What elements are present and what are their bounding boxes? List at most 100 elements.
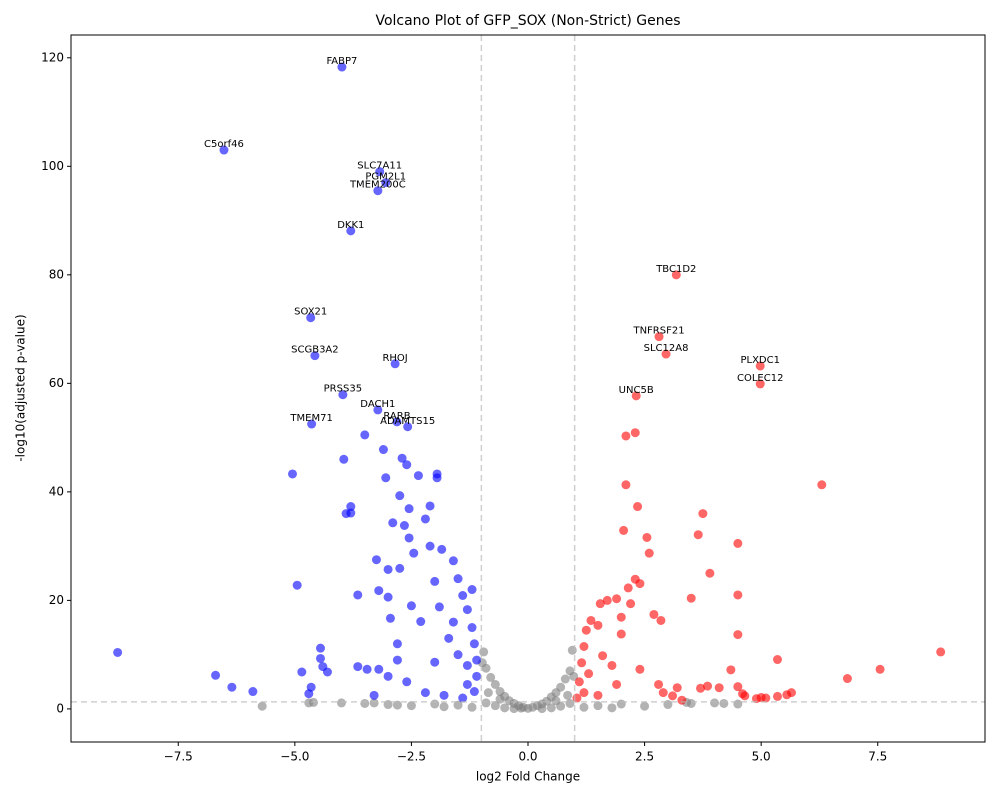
point [432, 473, 442, 483]
point [219, 145, 229, 155]
point [563, 690, 573, 700]
y-tick-label: 20 [49, 593, 64, 607]
point [310, 351, 320, 361]
point [113, 647, 123, 657]
point [714, 683, 724, 693]
x-tick-label: 0.0 [518, 750, 537, 764]
point [409, 548, 419, 558]
point [369, 690, 379, 700]
y-tick-label: 120 [41, 50, 64, 64]
point [403, 422, 413, 432]
point [612, 679, 622, 689]
point [392, 655, 402, 665]
point [579, 702, 589, 712]
point [336, 698, 346, 708]
point [462, 605, 472, 615]
gene-label: ADAMTS15 [380, 416, 435, 427]
point [395, 491, 405, 501]
point [406, 601, 416, 611]
point [642, 532, 652, 542]
point [593, 620, 603, 630]
point [404, 504, 414, 514]
point [551, 696, 561, 706]
point [362, 664, 372, 674]
gene-label: FABP7 [326, 56, 357, 67]
gene-label: PLXDC1 [740, 355, 780, 366]
point [703, 681, 713, 691]
point [469, 639, 479, 649]
point [696, 683, 706, 693]
point [307, 419, 317, 429]
point [392, 700, 402, 710]
gene-label: SCGB3A2 [291, 345, 339, 356]
point [458, 590, 468, 600]
point [373, 186, 383, 196]
point [656, 615, 666, 625]
x-tick-label: 7.5 [868, 750, 887, 764]
point [671, 270, 681, 280]
point [373, 405, 383, 415]
point [306, 313, 316, 323]
point [574, 677, 584, 687]
point [658, 688, 668, 698]
point [227, 682, 237, 692]
point [755, 379, 765, 389]
point [385, 613, 395, 623]
point [598, 651, 608, 661]
point [644, 548, 654, 558]
gene-label: UNC5B [619, 385, 654, 396]
y-tick-label: 80 [49, 267, 64, 281]
point [581, 625, 591, 635]
gene-label: TNFRSF21 [632, 326, 684, 337]
point [705, 568, 715, 578]
point [483, 688, 493, 698]
point [420, 688, 430, 698]
point [467, 623, 477, 633]
point [842, 674, 852, 684]
point [686, 593, 696, 603]
point [453, 574, 463, 584]
x-axis-label: log2 Fold Change [476, 770, 580, 784]
point [469, 687, 479, 697]
point [649, 609, 659, 619]
point [297, 667, 307, 677]
plot-frame [70, 34, 986, 743]
y-axis-label: -log10(adjusted p-value) [14, 314, 28, 461]
gene-label: DACH1 [360, 399, 395, 410]
point [509, 704, 519, 714]
point [439, 690, 449, 700]
point [672, 683, 682, 693]
point [630, 428, 640, 438]
point [668, 691, 678, 701]
point [434, 602, 444, 612]
point [602, 595, 612, 605]
point [710, 698, 720, 708]
point [733, 682, 743, 692]
point [392, 639, 402, 649]
x-tick-label: −7.5 [164, 750, 193, 764]
point [607, 660, 617, 670]
x-tick-label: 2.5 [635, 750, 654, 764]
point [381, 473, 391, 483]
point [631, 391, 641, 401]
point [375, 167, 385, 177]
y-tick-label: 40 [49, 484, 64, 498]
point [772, 691, 782, 701]
point [726, 665, 736, 675]
point [257, 701, 267, 711]
point [677, 695, 687, 705]
point [304, 698, 314, 708]
point [315, 643, 325, 653]
gene-label: TMEM71 [289, 413, 332, 424]
point [752, 694, 761, 704]
point [399, 521, 409, 531]
point [381, 178, 391, 188]
point [397, 453, 407, 463]
point [567, 645, 577, 655]
point [339, 454, 349, 464]
point [817, 480, 827, 490]
point [595, 599, 605, 609]
point [495, 687, 505, 697]
